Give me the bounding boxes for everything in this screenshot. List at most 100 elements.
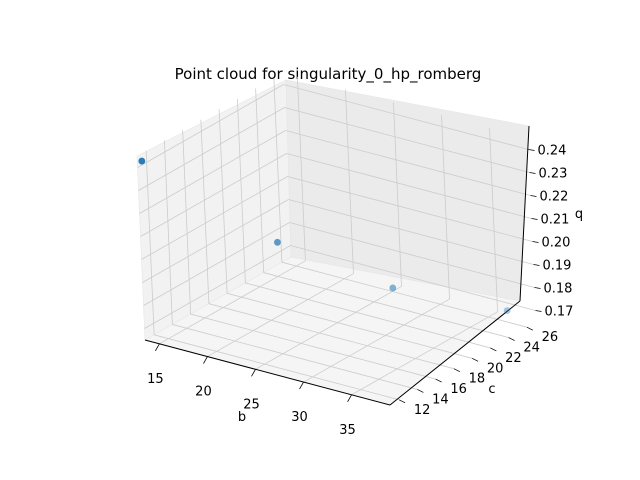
grid-line bbox=[207, 273, 354, 357]
z-tick-label: 0.21 bbox=[541, 213, 570, 228]
y-tick-mark bbox=[490, 347, 497, 352]
x-tick-label: 15 bbox=[147, 372, 164, 387]
z-tick-mark bbox=[533, 264, 540, 266]
axis-lines bbox=[144, 125, 530, 406]
z-tick-label: 0.19 bbox=[543, 259, 572, 274]
y-tick-mark bbox=[526, 326, 534, 331]
grid-line bbox=[285, 130, 531, 196]
z-tick-label: 0.20 bbox=[542, 236, 571, 251]
x-tick-mark bbox=[299, 381, 304, 390]
grid-line bbox=[255, 88, 265, 273]
grid-line bbox=[245, 282, 491, 349]
x-tick-label: 30 bbox=[291, 410, 308, 425]
grid-line bbox=[288, 199, 534, 265]
y-tick-mark bbox=[508, 337, 515, 341]
y-tick-mark bbox=[471, 357, 479, 362]
grid-line bbox=[137, 84, 284, 168]
z-tick-mark bbox=[532, 241, 539, 243]
grid-line bbox=[218, 109, 228, 294]
x-tick-label: 25 bbox=[243, 397, 260, 412]
chart-title: Point cloud for singularity_0_hp_romberg bbox=[175, 65, 482, 84]
z-tick-label: 0.24 bbox=[538, 144, 567, 159]
grid-line bbox=[351, 311, 498, 396]
grid-line bbox=[283, 84, 529, 150]
y-tick-mark bbox=[417, 389, 424, 393]
z-tick-mark bbox=[534, 287, 541, 289]
tick-group: 152025303512141618202224260.170.180.190.… bbox=[147, 144, 573, 438]
grid-line bbox=[145, 150, 155, 335]
grid-line bbox=[200, 119, 210, 304]
z-tick-mark bbox=[529, 172, 536, 174]
grid-line bbox=[263, 272, 509, 338]
grid-line bbox=[144, 245, 291, 329]
z-tick-label: 0.22 bbox=[540, 190, 569, 205]
y-tick-mark bbox=[435, 378, 442, 383]
grid-line bbox=[255, 285, 402, 370]
grid-line bbox=[345, 89, 354, 274]
grid-line bbox=[140, 153, 287, 237]
z-tick-label: 0.23 bbox=[539, 167, 568, 182]
y-tick-mark bbox=[398, 399, 406, 404]
grid-line bbox=[182, 130, 192, 315]
grid-line bbox=[441, 115, 450, 300]
y-axis-line bbox=[389, 300, 521, 406]
z-tick-mark bbox=[535, 310, 542, 312]
grid-line bbox=[287, 176, 533, 242]
z-tick-mark bbox=[528, 149, 535, 151]
grid-line bbox=[172, 324, 418, 390]
grid-line bbox=[163, 140, 173, 325]
data-point bbox=[138, 157, 146, 165]
x-tick-label: 35 bbox=[339, 423, 356, 438]
grid-line bbox=[236, 98, 246, 283]
x-tick-mark bbox=[155, 343, 160, 352]
x-tick-label: 20 bbox=[195, 385, 212, 400]
grid-line bbox=[139, 130, 286, 214]
grid-line bbox=[284, 107, 530, 173]
y-axis-label: c bbox=[488, 382, 495, 397]
y-tick-label: 20 bbox=[487, 361, 504, 376]
grid-line bbox=[286, 153, 532, 219]
z-axis-line bbox=[519, 125, 530, 302]
grid-line bbox=[297, 76, 306, 261]
grid-line bbox=[138, 107, 285, 191]
z-axis-label: q bbox=[575, 207, 583, 222]
z-tick-mark bbox=[530, 195, 537, 197]
y-tick-label: 22 bbox=[505, 351, 522, 366]
grid-line bbox=[141, 176, 288, 260]
y-tick-label: 24 bbox=[523, 341, 540, 356]
grid-line bbox=[273, 78, 283, 263]
y-tick-label: 18 bbox=[469, 372, 486, 387]
grid-line bbox=[290, 245, 536, 311]
grid-line bbox=[142, 199, 289, 283]
data-point bbox=[503, 307, 511, 314]
y-tick-label: 16 bbox=[450, 382, 467, 397]
data-point bbox=[389, 284, 397, 292]
grid-line bbox=[190, 313, 436, 380]
grid-line bbox=[227, 292, 473, 359]
z-tick-label: 0.18 bbox=[544, 282, 573, 297]
y-tick-label: 26 bbox=[542, 330, 559, 345]
grid-line bbox=[208, 303, 454, 370]
point-group bbox=[138, 157, 511, 314]
z-tick-mark bbox=[531, 218, 538, 220]
x-tick-mark bbox=[251, 369, 256, 377]
grid-line bbox=[159, 260, 306, 345]
x-axis-label: b bbox=[238, 410, 246, 425]
grid-line bbox=[489, 127, 498, 312]
z-tick-label: 0.17 bbox=[545, 305, 574, 320]
grid-line bbox=[289, 222, 535, 288]
data-point bbox=[274, 238, 281, 246]
grid-line bbox=[281, 261, 527, 328]
y-tick-mark bbox=[453, 368, 461, 373]
x-tick-mark bbox=[203, 356, 208, 364]
y-tick-label: 12 bbox=[414, 403, 431, 418]
grid-lines bbox=[137, 76, 536, 401]
y-tick-label: 14 bbox=[432, 392, 449, 407]
grid-line bbox=[303, 298, 450, 383]
x-axis-line bbox=[144, 339, 391, 406]
grid-line bbox=[143, 222, 290, 306]
x-tick-mark bbox=[347, 394, 352, 403]
grid-line bbox=[154, 334, 400, 401]
grid-line bbox=[393, 102, 402, 287]
